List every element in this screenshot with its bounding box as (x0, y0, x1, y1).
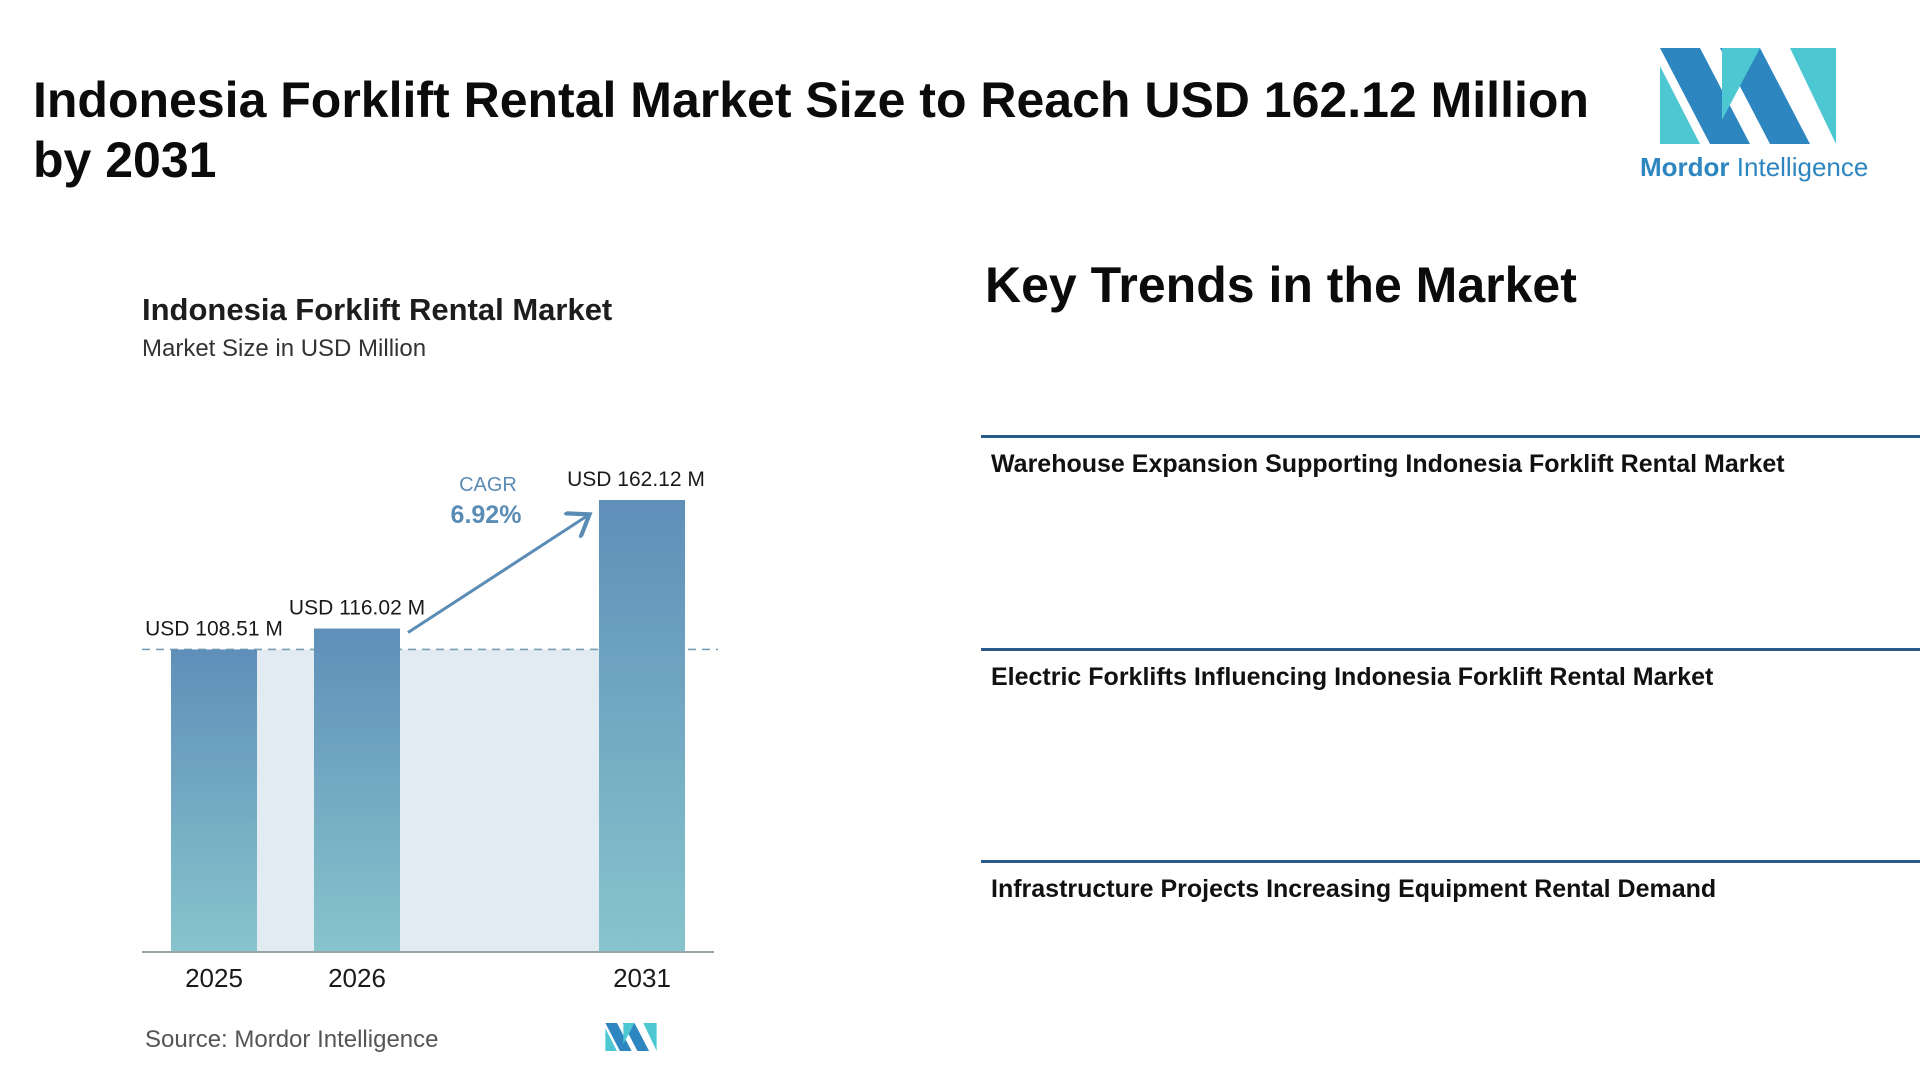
bar-chart: USD 108.51 M 2025 USD 116.02 M 2026 USD 162.… (142, 468, 718, 993)
cagr-value: 6.92% (451, 501, 522, 529)
trend-item-label: Electric Forklifts Influencing Indonesia… (991, 663, 1714, 691)
x-tick-label-2026: 2026 (328, 963, 386, 993)
x-tick-label-2031: 2031 (613, 963, 671, 993)
data-label-2031: USD 162.12 M (567, 468, 705, 491)
page-title: Indonesia Forklift Rental Market Size to… (33, 72, 1589, 188)
chart-source: Source: Mordor Intelligence (145, 1026, 439, 1053)
trend-item-label: Infrastructure Projects Increasing Equip… (991, 875, 1717, 903)
cagr-label: CAGR (459, 474, 517, 496)
logo-wordmark: Mordor Intelligence (1640, 152, 1869, 182)
bar-2025 (171, 649, 257, 952)
x-tick-label-2025: 2025 (185, 963, 243, 993)
trend-item: Infrastructure Projects Increasing Equip… (981, 860, 1920, 904)
chart-subtitle: Market Size in USD Million (142, 335, 427, 362)
cagr-arrow (407, 516, 587, 634)
trend-item: Electric Forklifts Influencing Indonesia… (981, 648, 1920, 692)
bar-2031 (599, 500, 685, 952)
source-logo-icon (605, 1023, 657, 1051)
logo-mark-icon (1660, 48, 1836, 144)
data-label-2026: USD 116.02 M (289, 597, 425, 620)
bar-2026 (314, 628, 400, 952)
trend-item: Warehouse Expansion Supporting Indonesia… (981, 435, 1920, 479)
data-label-2025: USD 108.51 M (145, 617, 283, 640)
chart-title: Indonesia Forklift Rental Market (142, 292, 613, 327)
key-trends-heading: Key Trends in the Market (985, 257, 1577, 313)
trend-item-label: Warehouse Expansion Supporting Indonesia… (991, 450, 1785, 478)
mordor-intelligence-logo: Mordor Intelligence (1640, 48, 1869, 188)
